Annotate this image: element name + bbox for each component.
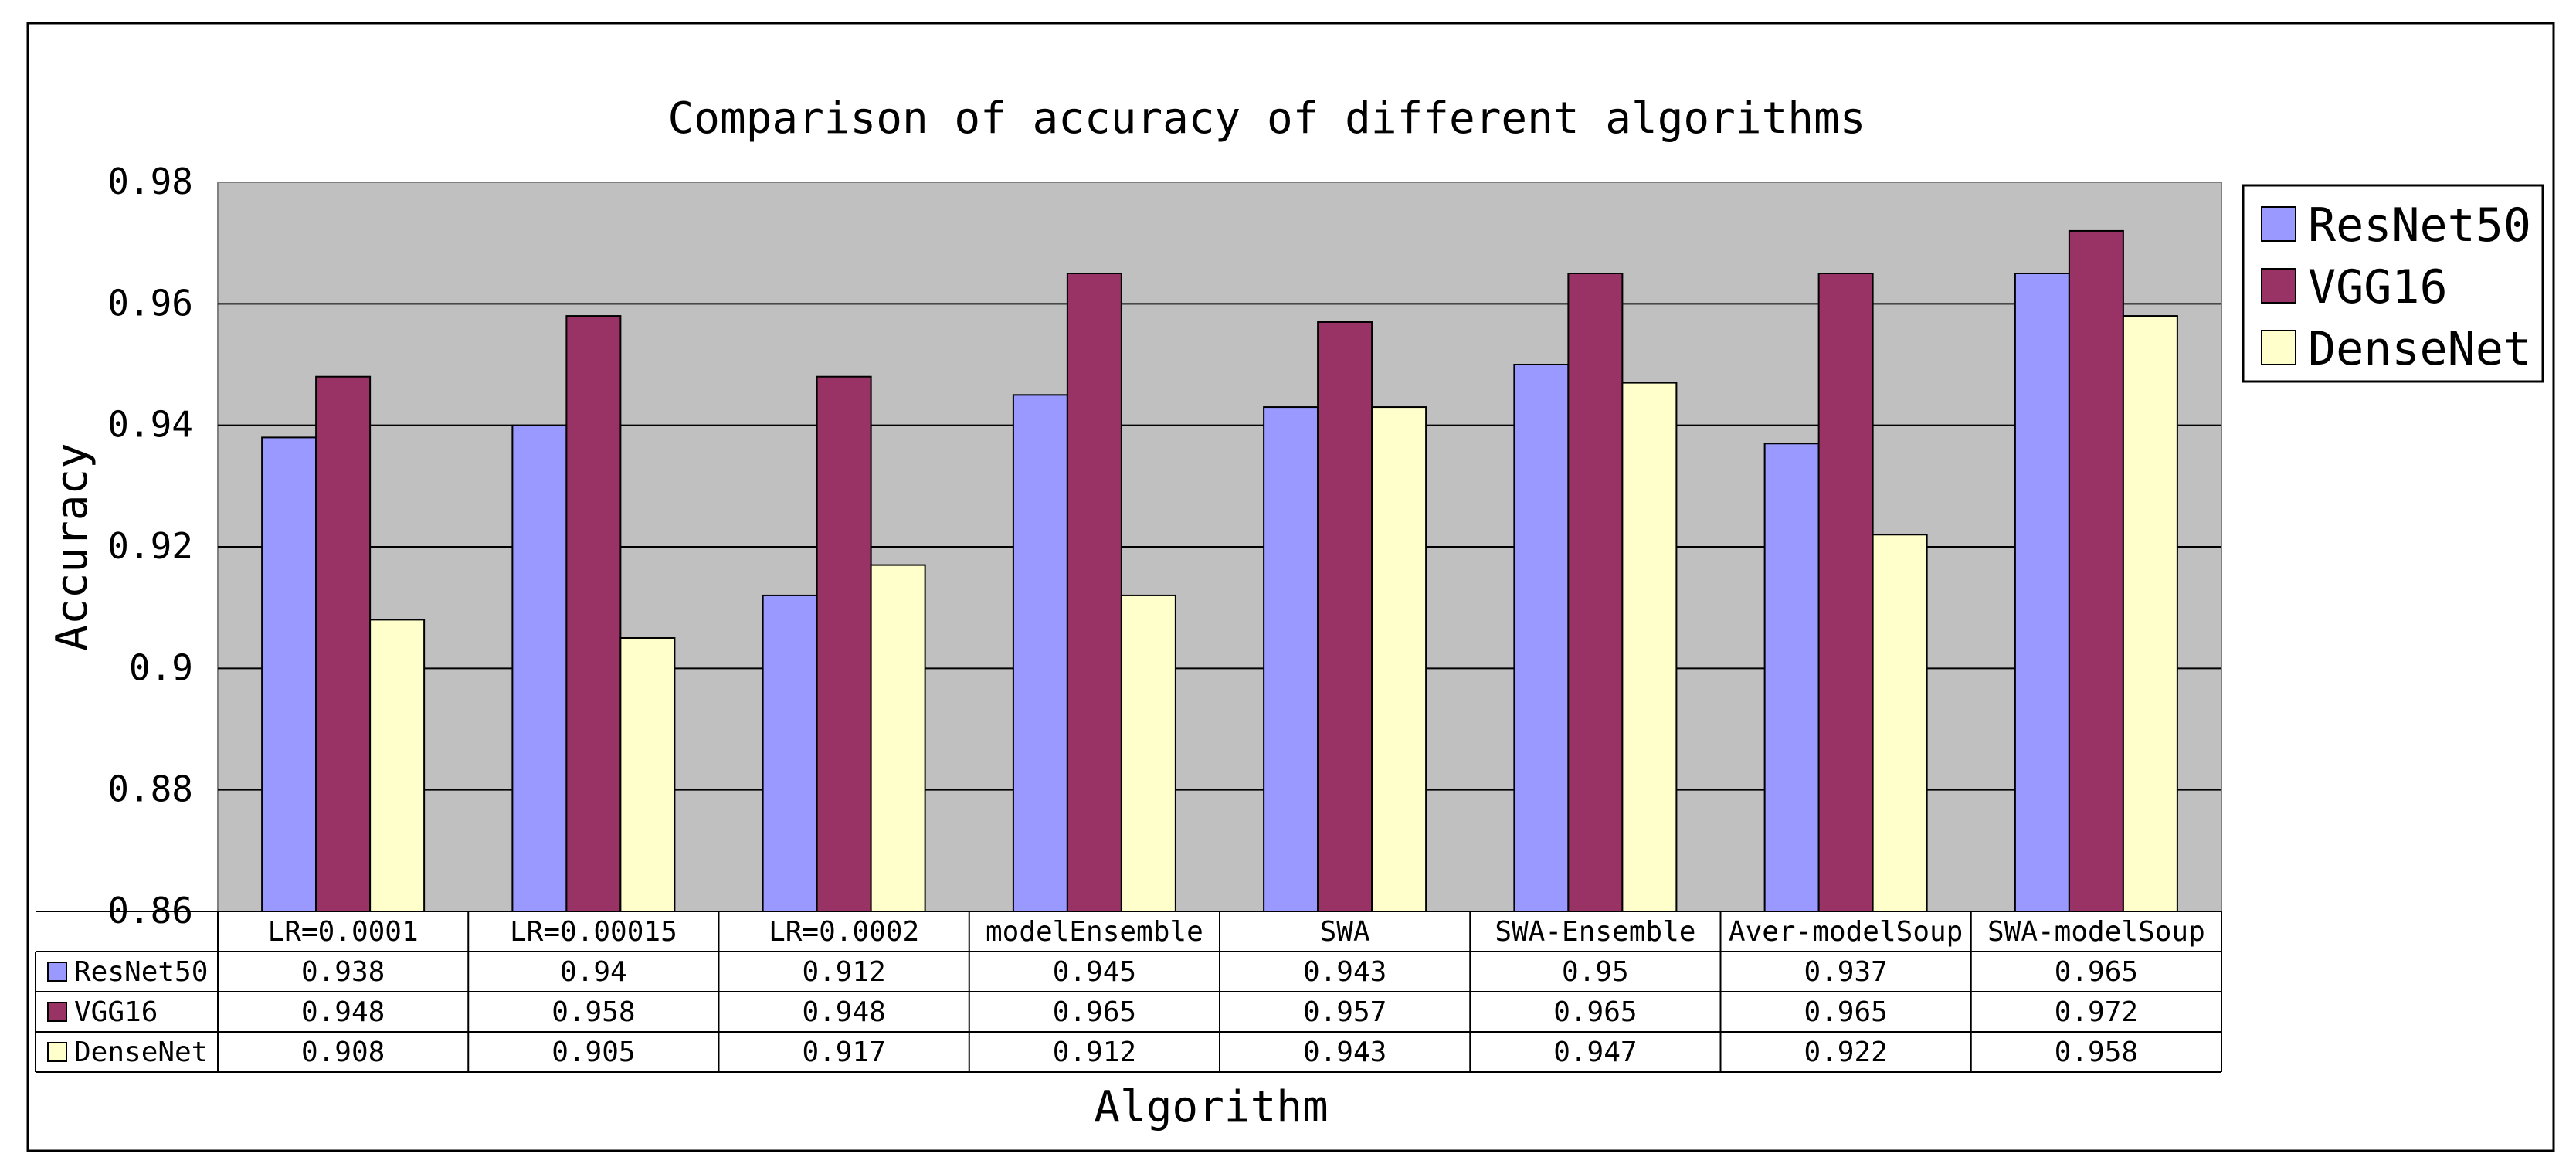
table-value: 0.947 [1553,1037,1637,1068]
bar-resnet50-2 [762,594,818,913]
category-label: modelEnsemble [986,916,1203,948]
table-series-name: VGG16 [74,996,158,1028]
legend-label: ResNet50 [2308,198,2531,253]
table-value: 0.95 [1562,956,1629,988]
bar-densenet-6 [1872,534,1928,912]
category-label: SWA-Ensemble [1495,916,1695,948]
bar-densenet-7 [2122,315,2178,913]
table-swatch-resnet50 [47,962,67,982]
table-value: 0.912 [802,956,885,988]
y-tick-label: 0.88 [107,769,193,810]
legend-swatch-resnet50 [2261,206,2296,242]
y-tick-label: 0.9 [129,646,193,688]
legend-label: DenseNet [2308,322,2531,376]
y-axis-label: Accuracy [47,443,97,651]
table-value: 0.937 [1804,956,1887,988]
table-swatch-vgg16 [47,1002,67,1022]
y-tick-label: 0.98 [107,161,193,202]
bar-densenet-1 [619,637,676,912]
table-value: 0.958 [2055,1037,2138,1068]
table-swatch-densenet [47,1042,67,1062]
bar-resnet50-3 [1012,394,1068,913]
bar-resnet50-5 [1513,364,1570,912]
bar-resnet50-4 [1263,406,1319,912]
table-value: 0.908 [301,1037,385,1068]
legend: ResNet50 VGG16 DenseNet [2242,184,2544,383]
bars [261,229,2178,913]
table-series-name: ResNet50 [74,956,208,988]
table-value: 0.965 [2055,956,2138,988]
category-label: LR=0.0002 [769,916,919,948]
category-label: Aver-modelSoup [1729,916,1963,948]
bar-vgg16-3 [1066,273,1122,912]
bar-densenet-5 [1621,382,1678,913]
chart-title: Comparison of accuracy of different algo… [668,93,1866,144]
table-value: 0.938 [301,956,385,988]
bar-vgg16-5 [1567,273,1624,912]
bar-vgg16-0 [315,375,372,912]
table-value: 0.94 [560,956,627,988]
table-value: 0.972 [2055,996,2138,1028]
bar-resnet50-7 [2014,273,2070,912]
y-tick-label: 0.92 [107,525,193,567]
bar-resnet50-0 [261,436,317,912]
table-value: 0.943 [1303,956,1386,988]
table-value: 0.905 [552,1037,635,1068]
bar-vgg16-4 [1317,321,1373,912]
bar-vgg16-6 [1817,273,1874,912]
table-value: 0.965 [1553,996,1637,1028]
category-label: SWA [1320,916,1370,948]
category-label: LR=0.00015 [510,916,677,948]
category-label: LR=0.0001 [268,916,419,948]
legend-swatch-densenet [2261,330,2296,365]
bar-densenet-3 [1120,594,1176,913]
category-label: SWA-modelSoup [1987,916,2205,948]
table-value: 0.965 [1804,996,1887,1028]
bar-densenet-0 [369,619,426,913]
bar-vgg16-1 [565,315,622,913]
y-axis-ticks: 0.860.880.90.920.940.960.98 [107,161,193,931]
bar-densenet-4 [1371,406,1427,912]
table-value: 0.957 [1303,996,1386,1028]
table-value: 0.912 [1053,1037,1136,1068]
bar-resnet50-1 [511,424,568,912]
legend-swatch-vgg16 [2261,268,2296,304]
table-value: 0.917 [802,1037,885,1068]
bar-densenet-2 [870,564,926,912]
table-value: 0.922 [1804,1037,1887,1068]
table-value: 0.948 [301,996,385,1028]
table-value: 0.943 [1303,1037,1386,1068]
x-axis-label: Algorithm [1094,1082,1328,1132]
table-value: 0.958 [552,996,635,1028]
y-tick-label: 0.96 [107,282,193,324]
bar-vgg16-7 [2068,229,2124,912]
bar-vgg16-2 [816,375,872,912]
table-value: 0.945 [1053,956,1136,988]
bar-resnet50-6 [1763,443,1820,912]
y-tick-label: 0.94 [107,404,193,446]
data-table: LR=0.0001 LR=0.00015 LR=0.0002 modelEnsembl… [35,911,2222,1073]
table-series-name: DenseNet [74,1037,208,1068]
table-value: 0.965 [1053,996,1136,1028]
legend-label: VGG16 [2308,260,2448,314]
table-value: 0.948 [802,996,885,1028]
